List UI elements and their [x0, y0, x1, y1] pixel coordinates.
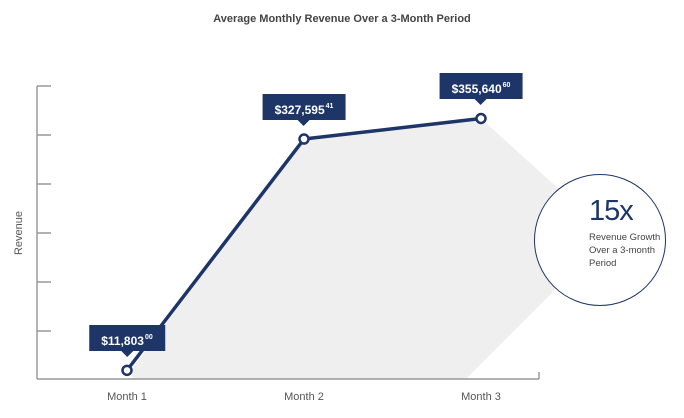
data-label-cents: 60 — [502, 82, 511, 90]
y-axis-label: Revenue — [13, 211, 25, 255]
x-tick-label: Month 2 — [284, 391, 324, 403]
data-label-amount: $11,803 — [101, 334, 144, 349]
data-label: $327,59541 — [262, 94, 346, 127]
data-label-cents: 00 — [144, 334, 153, 342]
chart-title: Average Monthly Revenue Over a 3-Month P… — [213, 13, 471, 25]
data-label-amount: $355,640 — [451, 82, 502, 97]
data-point — [475, 112, 487, 125]
growth-callout: 15x Revenue Growth Over a 3-month Period — [534, 174, 666, 306]
x-tick-label: Month 3 — [461, 391, 501, 403]
data-point — [121, 364, 133, 377]
data-label-amount: $327,595 — [274, 103, 325, 118]
x-tick-label: Month 1 — [107, 391, 147, 403]
data-label: $11,80300 — [89, 325, 165, 358]
growth-text: Revenue Growth Over a 3-month Period — [589, 232, 661, 269]
growth-value: 15x — [589, 195, 634, 227]
data-label-cents: 41 — [325, 103, 334, 111]
shaded-area — [131, 118, 560, 380]
data-point — [298, 133, 310, 145]
data-label: $355,64060 — [439, 73, 523, 106]
axes — [36, 85, 540, 380]
